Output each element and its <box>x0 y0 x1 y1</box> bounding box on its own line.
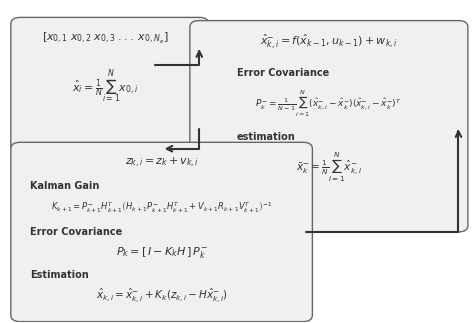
Text: Error Covariance: Error Covariance <box>30 227 122 237</box>
Text: $\hat{x}_{k,i}^{-} = f(\hat{x}_{k-1}, u_{k-1}) + w_{k,i}$: $\hat{x}_{k,i}^{-} = f(\hat{x}_{k-1}, u_… <box>260 32 398 51</box>
Text: estimation: estimation <box>237 132 296 142</box>
Text: Error Covariance: Error Covariance <box>237 68 329 78</box>
Text: $z_{k,i} = z_k + v_{k,i}$: $z_{k,i} = z_k + v_{k,i}$ <box>125 156 199 170</box>
FancyBboxPatch shape <box>190 21 468 232</box>
Text: $K_{k+1} = P_{k+1}^{-}H_{k+1}^{T}\left(H_{k+1}P_{k+1}^{-}H_{k+1}^{T} + V_{k+1}R_: $K_{k+1} = P_{k+1}^{-}H_{k+1}^{T}\left(H… <box>51 199 272 214</box>
Text: $\hat{x}_{k,i} = \hat{x}_{k,i}^{-} + K_k(z_{k,i} - H\hat{x}_{k,i}^{-})$: $\hat{x}_{k,i} = \hat{x}_{k,i}^{-} + K_k… <box>96 287 228 305</box>
Text: $\hat{x}_i = \frac{1}{N}\sum_{i=1}^{N} x_{0,i}$: $\hat{x}_i = \frac{1}{N}\sum_{i=1}^{N} x… <box>72 69 138 107</box>
FancyBboxPatch shape <box>11 17 209 152</box>
Text: $P_k^{-} = \frac{1}{N-1}\sum_{i=1}^{N}(\hat{x}_{k,i}^{-} - \hat{x}_k^{-})(\hat{x: $P_k^{-} = \frac{1}{N-1}\sum_{i=1}^{N}(\… <box>255 89 402 119</box>
Text: $\bar{x}_k^{-} = \frac{1}{N}\sum_{i=1}^{N}\hat{x}_{k,i}^{-}$: $\bar{x}_k^{-} = \frac{1}{N}\sum_{i=1}^{… <box>296 151 362 184</box>
Text: $[x_{0,1}\; x_{0,2}\; x_{0,3}\; ...\; x_{0,N_e}]$: $[x_{0,1}\; x_{0,2}\; x_{0,3}\; ...\; x_… <box>42 31 168 46</box>
FancyBboxPatch shape <box>11 142 312 322</box>
Text: Kalman Gain: Kalman Gain <box>30 181 99 191</box>
Text: Estimation: Estimation <box>30 270 89 280</box>
Text: $P_k = [\, I - K_k H\,]\, P_k^{-}$: $P_k = [\, I - K_k H\,]\, P_k^{-}$ <box>116 245 208 260</box>
